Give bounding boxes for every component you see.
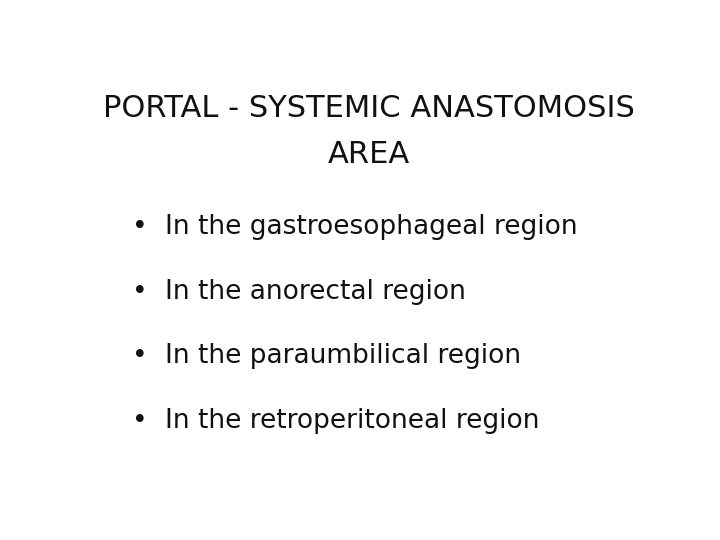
Text: In the anorectal region: In the anorectal region: [166, 279, 467, 305]
Text: In the gastroesophageal region: In the gastroesophageal region: [166, 214, 578, 240]
Text: In the retroperitoneal region: In the retroperitoneal region: [166, 408, 540, 434]
Text: In the paraumbilical region: In the paraumbilical region: [166, 343, 521, 369]
Text: •: •: [132, 408, 148, 434]
Text: AREA: AREA: [328, 140, 410, 168]
Text: •: •: [132, 214, 148, 240]
Text: •: •: [132, 343, 148, 369]
Text: •: •: [132, 279, 148, 305]
Text: PORTAL - SYSTEMIC ANASTOMOSIS: PORTAL - SYSTEMIC ANASTOMOSIS: [103, 94, 635, 123]
